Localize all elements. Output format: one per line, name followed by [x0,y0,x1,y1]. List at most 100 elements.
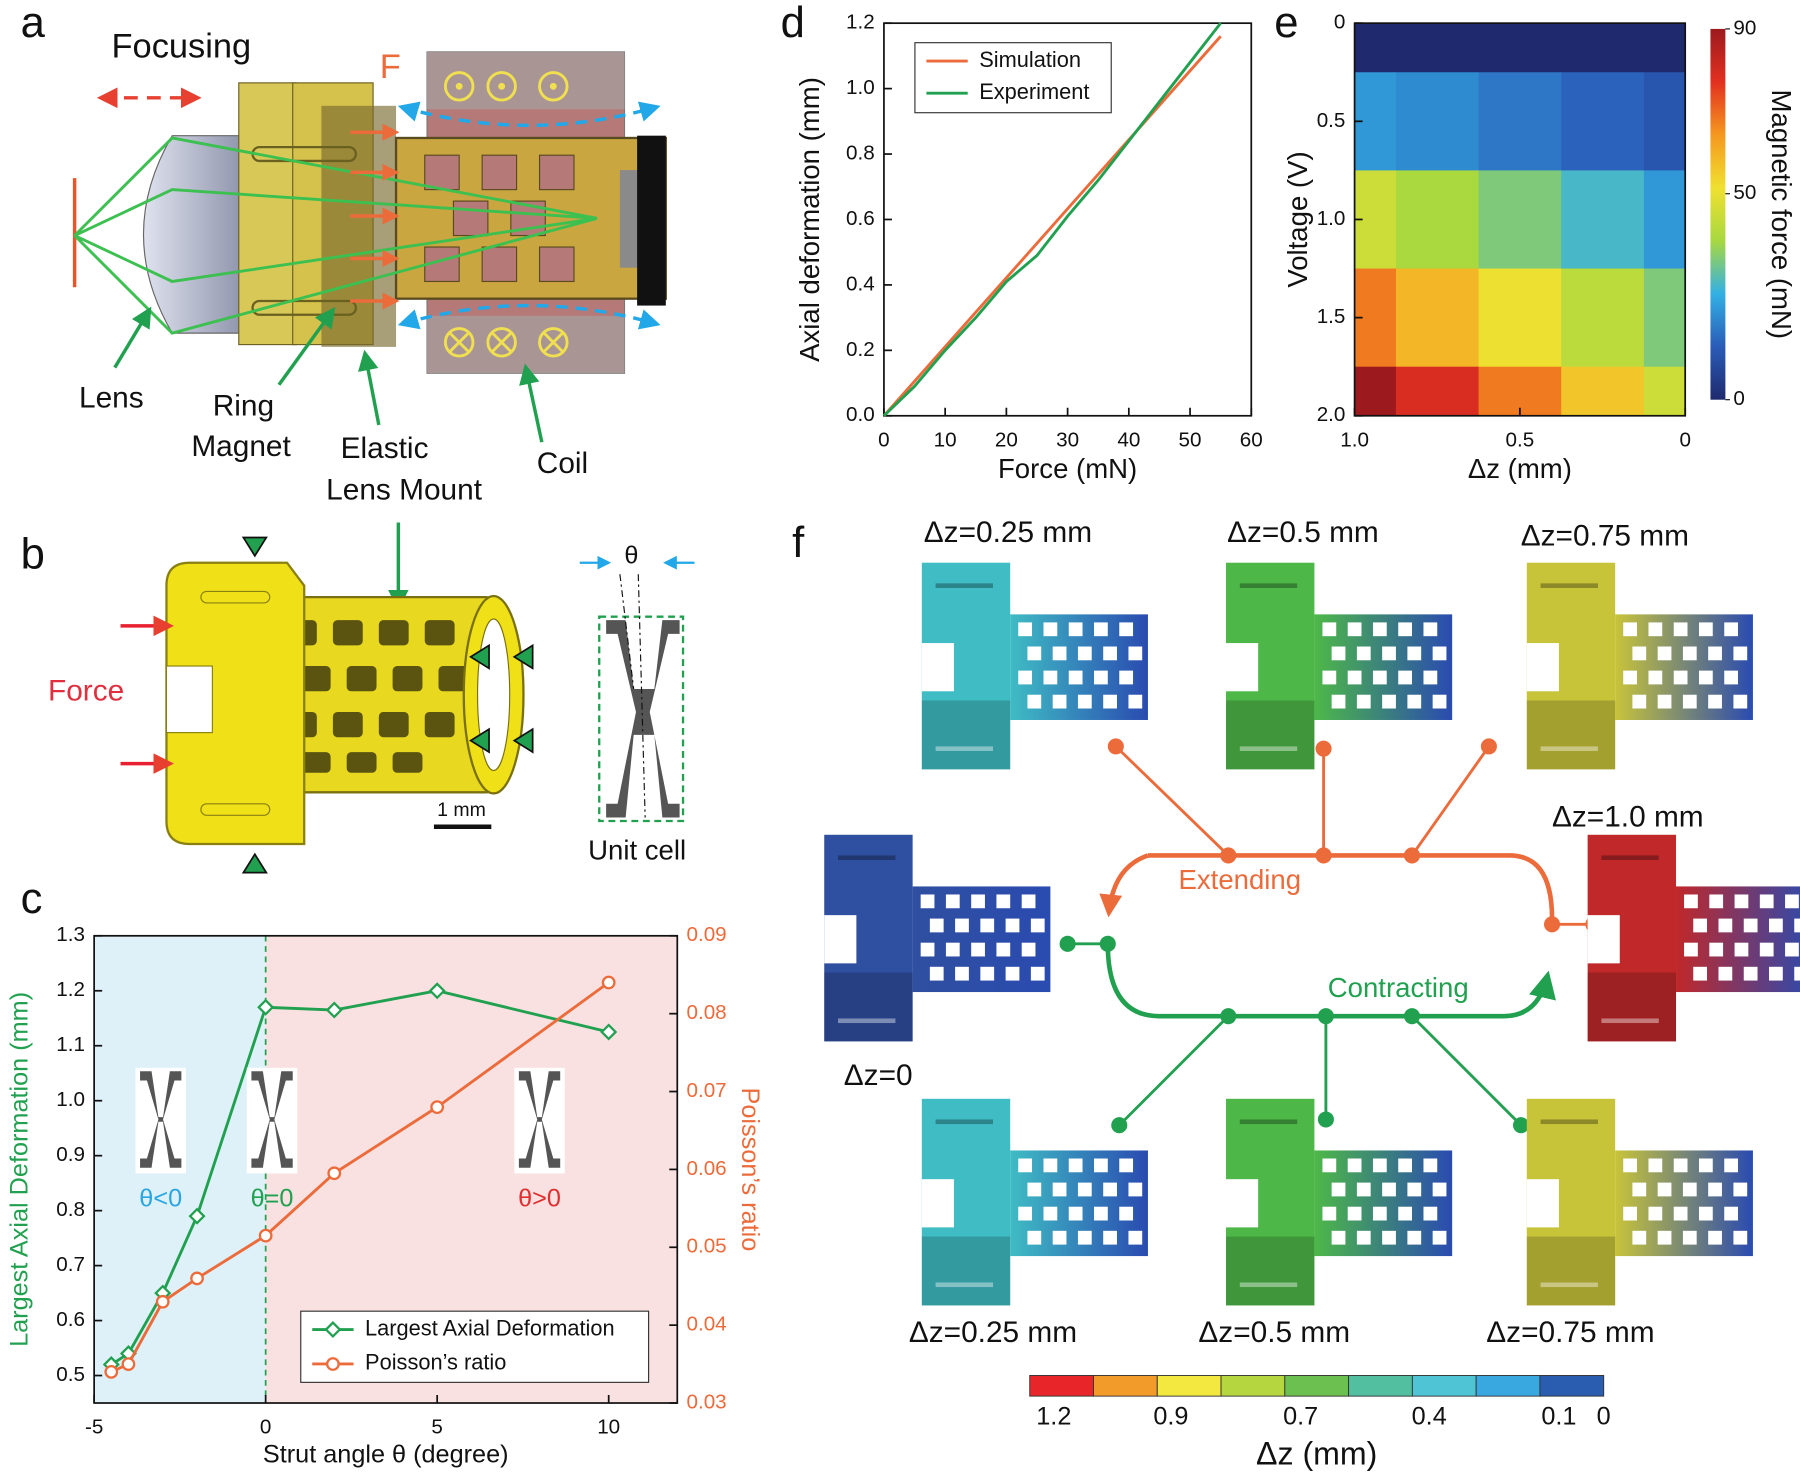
colorbar-segment [1029,1375,1094,1397]
lattice-hole [1648,1206,1663,1221]
colorbar-title: Δz (mm) [1256,1435,1377,1471]
lattice-hole [1769,966,1783,981]
lattice-hole [955,966,969,981]
lattice-hole [1128,1182,1143,1197]
lattice-hole [1407,694,1422,709]
heatmap-cell [1561,170,1645,270]
lattice-hole [1347,1158,1362,1173]
lattice-hole [1347,622,1362,637]
y2-tick-label: 0.03 [686,1390,726,1413]
lattice-hole [1682,1230,1697,1245]
x-tick-label: 5 [431,1416,443,1439]
lattice-hole [1734,894,1749,909]
legend-marker [326,1357,340,1371]
y-tick-label: 1.1 [56,1033,85,1056]
label: 1 mm [437,799,486,821]
y-tick-label: 0.8 [56,1198,85,1221]
lattice-hole [1623,1206,1637,1221]
heatmap-cell [1643,366,1686,417]
lattice-hole [1128,1230,1143,1245]
lattice-hole [1347,670,1362,685]
lattice-hole [1407,1230,1422,1245]
label: F [380,48,401,86]
lattice-hole [1657,646,1672,661]
holder-notch [921,1179,954,1228]
lattice-hole [1103,1182,1117,1197]
lattice-hole [1331,1230,1346,1245]
lattice-hole [1759,942,1774,957]
lattice-hole [1432,1230,1447,1245]
lattice-hole [1724,1206,1739,1221]
lattice-hole [1347,1206,1362,1221]
holder-notch [1226,643,1259,692]
holder-notch [824,915,857,964]
legend-box [300,1310,650,1383]
panel-label: f [792,519,805,567]
holder-slot [935,746,993,751]
lattice-hole [1018,670,1033,685]
lattice-hole [1648,670,1663,685]
colorbar-title: Magnetic force (mN) [1766,90,1797,340]
legend-marker [324,1321,342,1339]
lattice-hole [1068,670,1083,685]
panel-label: d [781,0,805,47]
holder-shade [1587,972,1677,1042]
lattice-hole [1684,942,1698,957]
lattice-hole [1718,918,1733,933]
lattice-hole [1709,894,1724,909]
lattice-hole [1077,1182,1092,1197]
x-tick-label: 20 [995,428,1018,451]
lattice-hole [1372,1206,1387,1221]
colorbar-tick-label: 0 [1597,1403,1611,1431]
holder-slot [1601,855,1659,861]
lattice-hole [1423,1206,1438,1221]
lattice-hole [1623,1158,1637,1173]
colorbar-segment [1539,1375,1605,1397]
lattice-hole [1094,622,1108,637]
heatmap-cell [1643,23,1686,73]
lattice-hole [1043,1158,1058,1173]
lattice-hole [1708,1230,1722,1245]
lattice-hole [1068,1206,1083,1221]
label: Lens Mount [326,473,483,506]
x-tick-label: 0 [878,428,890,451]
lattice-hole [1094,1206,1108,1221]
series-line [110,989,610,1366]
flow-label: Contracting [1328,972,1469,1003]
y-tick-label: 0.5 [56,1363,85,1386]
lattice-hole [1077,646,1092,661]
colorbar-segment [1093,1375,1158,1397]
y-tick-label: 0.9 [56,1143,85,1166]
holder-notch [1526,1179,1559,1228]
data-point [430,1100,445,1115]
heatmap-cell [1395,366,1480,417]
lattice-hole [1322,622,1337,637]
holder-notch [921,643,954,692]
lattice-hole [1128,646,1143,661]
y2-tick-label: 0.09 [686,923,726,946]
holder-slot [1239,746,1298,751]
lattice-hole [1769,918,1783,933]
x-tick-label: 40 [1117,428,1140,451]
lattice-hole [1734,942,1749,957]
y-tick-label: 0 [1334,11,1346,34]
lattice-hole [1794,966,1800,981]
lattice-hole [1356,1182,1371,1197]
holder-slot [935,583,993,588]
label: Elastic [341,432,429,465]
lattice-hole [1698,670,1713,685]
lattice-hole [1709,942,1724,957]
x-tick-label: 10 [934,428,957,451]
state-label: Δz=0.75 mm [1521,519,1689,552]
holder-slot [838,855,896,861]
colorbar-tick-label: 0.4 [1412,1403,1447,1431]
colorbar-tick-label: 90 [1733,16,1756,39]
panel-label: c [21,875,43,923]
heatmap-cell [1354,23,1397,73]
lattice-hole [1372,1158,1387,1173]
label: Lens [79,382,144,415]
lattice-hole [1052,1182,1067,1197]
y-tick-label: 0.5 [1317,109,1346,132]
x-tick-label: -5 [85,1416,103,1439]
